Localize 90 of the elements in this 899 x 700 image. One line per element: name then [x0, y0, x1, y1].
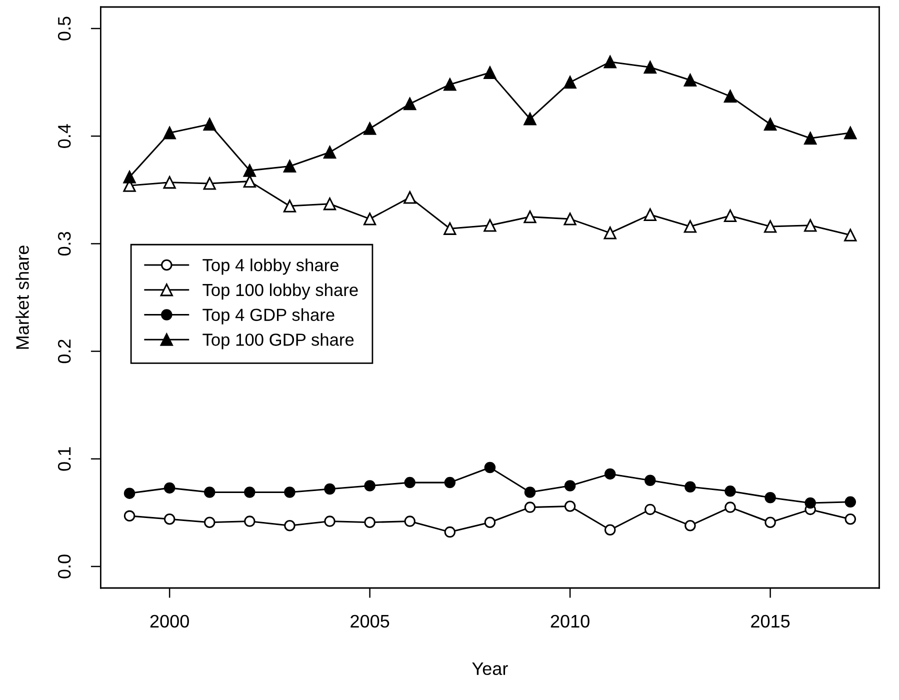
point [324, 483, 336, 495]
point [604, 226, 616, 240]
point [844, 514, 856, 525]
point [404, 476, 416, 488]
x-tick-label: 2000 [150, 614, 189, 628]
point [404, 98, 416, 110]
legend-label: Top 4 GDP share [202, 308, 334, 324]
point [243, 164, 256, 177]
legend-label: Top 100 lobby share [202, 283, 358, 300]
point [844, 228, 857, 242]
point [564, 480, 576, 492]
point [444, 526, 456, 538]
point [124, 510, 136, 522]
point [363, 122, 376, 135]
point [604, 524, 616, 536]
point [684, 481, 696, 492]
point [804, 497, 816, 509]
point [484, 66, 496, 79]
y-tick-label: 0.2 [58, 340, 71, 364]
point [644, 504, 656, 516]
point [644, 208, 656, 221]
point [163, 176, 176, 189]
point [724, 486, 736, 497]
y-tick-label: 0.4 [58, 124, 71, 148]
point [484, 516, 496, 528]
point [404, 516, 416, 527]
point [123, 170, 136, 184]
point [284, 520, 296, 532]
point [364, 480, 376, 492]
y-tick-label: 0.5 [58, 16, 71, 40]
y-tick-label: 0.1 [58, 447, 71, 471]
point [684, 520, 696, 532]
y-tick-label: 0.3 [58, 232, 71, 256]
point [764, 220, 777, 233]
y-tick-label: 0.0 [58, 554, 71, 578]
point [204, 486, 216, 498]
point [564, 500, 576, 512]
point [844, 496, 856, 508]
point [164, 514, 176, 525]
point [243, 174, 256, 188]
point [564, 76, 576, 89]
point [444, 222, 456, 235]
point [364, 516, 376, 528]
point [524, 210, 536, 224]
point [484, 462, 496, 474]
y-axis-title: Market share [16, 246, 29, 349]
point [764, 492, 776, 504]
point [203, 177, 216, 190]
point [203, 118, 216, 131]
point [244, 516, 256, 527]
point [204, 516, 216, 528]
point [283, 200, 296, 212]
x-axis-title: Year [472, 662, 508, 676]
point [444, 78, 456, 91]
point [724, 209, 737, 222]
point [764, 118, 777, 131]
point [363, 212, 376, 226]
point [604, 468, 616, 480]
x-tick-label: 2005 [350, 614, 390, 628]
point [524, 112, 536, 126]
point [644, 60, 656, 74]
point [164, 482, 176, 494]
point [724, 502, 736, 513]
point [284, 486, 296, 498]
legend-label: Top 100 GDP share [202, 333, 354, 350]
point [644, 474, 656, 486]
point [564, 212, 576, 226]
x-tick-label: 2010 [550, 614, 590, 628]
point [764, 516, 776, 528]
point [323, 146, 336, 159]
point [404, 191, 416, 204]
point [324, 516, 336, 527]
point [283, 160, 296, 173]
point [524, 486, 536, 498]
point [484, 219, 496, 232]
point [524, 502, 536, 513]
point [124, 488, 136, 499]
point [844, 126, 857, 140]
point [684, 74, 697, 86]
point [604, 56, 616, 68]
point [444, 476, 456, 488]
x-tick-label: 2015 [751, 614, 790, 628]
point [163, 126, 176, 140]
point [684, 220, 697, 233]
legend-label: Top 4 lobby share [202, 258, 338, 275]
point [804, 132, 817, 145]
point [804, 219, 817, 232]
point [724, 90, 737, 103]
point [244, 486, 256, 498]
point [323, 198, 336, 210]
